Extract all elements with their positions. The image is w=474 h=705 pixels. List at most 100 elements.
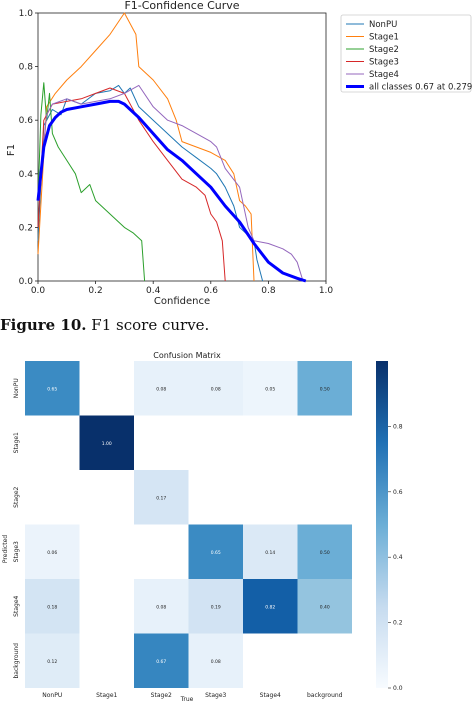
- f1-series-lines: [36, 12, 307, 283]
- f1-y-tick-label: 0.2: [19, 223, 33, 233]
- cm-cell-value: 0.08: [211, 386, 221, 392]
- f1-series-line-4: [37, 84, 304, 282]
- f1-series-line-5: [36, 99, 307, 283]
- cm-y-tick-labels: NonPU Stage1 Stage2 Stage3 Stage4 background: [13, 378, 20, 678]
- f1-plot-frame: [37, 12, 327, 282]
- cm-cell-value: 0.14: [265, 550, 275, 556]
- cm-cell-value: 0.67: [156, 659, 166, 665]
- cm-cell: [297, 524, 352, 579]
- confusion-matrix-chart: Confusion Matrix 0.65 0.08 0.08 0.05 0.50 1.0…: [2, 351, 403, 703]
- cm-cell: [134, 361, 189, 416]
- f1-x-tick-label: 0.0: [31, 286, 46, 296]
- cm-cell: [297, 361, 352, 416]
- cm-cell: [134, 579, 189, 634]
- cm-colorbar-tick-label: 0.4: [393, 554, 403, 561]
- cm-cell: [297, 579, 352, 634]
- f1-legend-label: Stage4: [369, 70, 399, 80]
- cm-cell: [25, 361, 80, 416]
- cm-cell-value: 0.65: [211, 550, 221, 556]
- f1-x-tick-label: 0.6: [204, 286, 219, 296]
- f1-legend-label: Stage2: [369, 45, 399, 55]
- cm-cell: [79, 415, 134, 470]
- cm-cell-value: 0.40: [320, 604, 330, 610]
- cm-cell-value: 0.50: [320, 550, 330, 556]
- f1-x-tick-label: 0.2: [88, 286, 102, 296]
- cm-cell-value: 0.17: [156, 495, 166, 501]
- cm-y-axis-label: Predicted: [2, 535, 9, 563]
- cm-cell: [243, 524, 298, 579]
- f1-y-tick-label: 0.8: [19, 63, 34, 73]
- cm-cell-value: 0.08: [156, 386, 166, 392]
- cm-y-tick-label: background: [13, 643, 20, 679]
- cm-y-tick-label: Stage4: [13, 595, 20, 616]
- cm-cell: [25, 633, 80, 688]
- f1-legend: NonPU Stage1 Stage2 Stage3 Stage4 all classes…: [340, 14, 472, 93]
- cm-cell: [25, 579, 80, 634]
- f1-series-line-2: [37, 82, 146, 282]
- f1-y-tick-label: 0.0: [19, 277, 34, 287]
- cm-y-tick-label: Stage3: [13, 541, 20, 562]
- cm-cell: [134, 470, 189, 525]
- cm-colorbar-ticks: 0.0 0.2 0.4 0.6 0.8: [388, 423, 403, 692]
- f1-y-tick-label: 1.0: [19, 9, 34, 19]
- cm-x-tick-label: Stage1: [96, 692, 117, 699]
- f1-series-line-0: [37, 84, 264, 282]
- cm-cell-value: 0.65: [47, 386, 57, 392]
- cm-x-tick-label: Stage3: [205, 692, 226, 699]
- f1-x-axis-label: Confidence: [154, 296, 210, 307]
- cm-cell-value: 0.18: [47, 604, 57, 610]
- f1-y-tick-label: 0.6: [19, 116, 34, 126]
- cm-colorbar-tick-label: 0.6: [393, 489, 403, 496]
- f1-legend-label: all classes 0.67 at 0.279: [369, 83, 472, 93]
- cm-colorbar: [376, 361, 388, 688]
- f1-x-tick-label: 1.0: [319, 286, 334, 296]
- cm-cell-value: 0.05: [265, 386, 275, 392]
- cm-cell: [134, 633, 189, 688]
- cm-cells: 0.65 0.08 0.08 0.05 0.50 1.00 0.17 0.06 0.65 0.14…: [25, 361, 352, 688]
- cm-cell-value: 0.19: [211, 604, 221, 610]
- f1-series-line-3: [37, 87, 226, 282]
- cm-cell: [243, 579, 298, 634]
- cm-cell-value: 0.12: [47, 659, 57, 665]
- cm-x-tick-labels: NonPU Stage1 Stage2 Stage3 Stage4 background: [42, 692, 342, 699]
- cm-x-axis-label: True: [180, 696, 194, 703]
- f1-x-tick-label: 0.4: [146, 286, 161, 296]
- f1-legend-label: Stage3: [369, 58, 399, 68]
- cm-cell: [188, 579, 243, 634]
- cm-x-tick-label: NonPU: [42, 692, 62, 699]
- cm-y-tick-label: NonPU: [13, 378, 20, 398]
- cm-colorbar-tick-label: 0.8: [393, 423, 403, 430]
- cm-cell-value: 0.82: [265, 604, 275, 610]
- cm-x-tick-label: Stage2: [151, 692, 172, 699]
- f1-y-ticks: 0.0 0.2 0.4 0.6 0.8 1.0: [19, 9, 38, 287]
- cm-cell-value: 0.50: [320, 386, 330, 392]
- f1-legend-box: [340, 14, 472, 93]
- figure-caption: Figure 10. F1 score curve.: [0, 316, 474, 334]
- cm-cell: [188, 361, 243, 416]
- cm-cell-value: 0.08: [156, 604, 166, 610]
- f1-x-ticks: 0.0 0.2 0.4 0.6 0.8 1.0: [31, 281, 334, 296]
- cm-colorbar-tick-label: 0.2: [393, 620, 403, 627]
- f1-series-line-1: [37, 12, 255, 282]
- f1-y-axis-label: F1: [6, 144, 17, 156]
- cm-y-tick-label: Stage2: [13, 486, 20, 507]
- cm-cell: [188, 633, 243, 688]
- cm-cell: [188, 524, 243, 579]
- f1-legend-label: NonPU: [369, 20, 397, 30]
- cm-cell: [25, 524, 80, 579]
- cm-cell-value: 0.06: [47, 550, 57, 556]
- cm-y-tick-label: Stage1: [13, 432, 20, 453]
- cm-colorbar-tick-label: 0.0: [393, 685, 403, 692]
- cm-cell: [243, 361, 298, 416]
- cm-title: Confusion Matrix: [153, 351, 221, 360]
- cm-x-tick-label: background: [307, 692, 343, 699]
- cm-cell-value: 1.00: [102, 441, 112, 447]
- cm-x-tick-label: Stage4: [260, 692, 281, 699]
- f1-chart-title: F1-Confidence Curve: [124, 0, 239, 12]
- f1-legend-label: Stage1: [369, 33, 399, 43]
- cm-cell-value: 0.08: [211, 659, 221, 665]
- f1-y-tick-label: 0.4: [19, 170, 34, 180]
- figure-caption-text: F1 score curve.: [91, 316, 210, 334]
- figure-caption-label: Figure 10.: [0, 316, 87, 334]
- f1-confidence-chart: F1-Confidence Curve 0.0 0.2 0.4 0.6 0.8 1.0 0…: [6, 0, 472, 307]
